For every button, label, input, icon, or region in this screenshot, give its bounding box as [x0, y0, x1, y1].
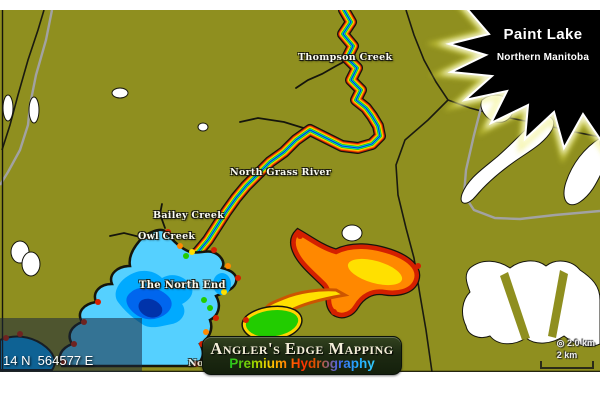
- lake-badge-subtitle: Northern Manitoba: [496, 52, 590, 63]
- brand-logo-subtitle: Premium Hydrography: [229, 356, 375, 371]
- creek-lines: [109, 57, 352, 239]
- utm-easting: 14 N 564577 E: [3, 353, 94, 368]
- coordinate-readout: 14 N 564577 E 6152037 N 638.9 km, 352 °M: [0, 318, 142, 372]
- brand-logo-title: Angler's Edge Mapping: [210, 339, 394, 358]
- label-north-grass-river: North Grass River: [230, 167, 332, 178]
- label-thompson-creek: Thompson Creek: [298, 52, 393, 63]
- lake-badge: Paint Lake Northern Manitoba: [488, 26, 598, 63]
- unmapped-lakes: [2, 87, 600, 347]
- shallow-bay: [241, 227, 421, 342]
- starburst-badge-shape: [426, 10, 600, 164]
- label-bailey-creek: Bailey Creek: [153, 210, 225, 221]
- label-the-north-end: The North End: [139, 280, 226, 291]
- zoom-level-label: 2.0 km: [566, 338, 595, 348]
- zoom-level-icon: ◎: [556, 338, 565, 348]
- scale-bar-area: ◎ 2.0 km 2 km: [537, 338, 597, 369]
- scale-distance-label: 2 km: [556, 350, 578, 360]
- label-owl-creek: Owl Creek: [138, 231, 196, 242]
- scale-bar: [540, 361, 594, 369]
- lake-badge-title: Paint Lake: [503, 26, 583, 43]
- brand-logo: Angler's Edge Mapping Premium Hydrograph…: [202, 336, 402, 375]
